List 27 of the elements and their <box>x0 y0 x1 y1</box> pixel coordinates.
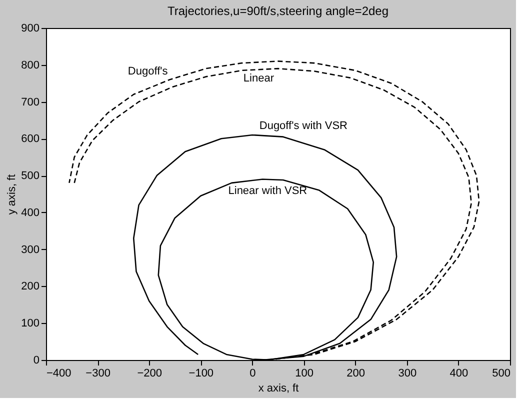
y-tick-label: 600 <box>21 133 40 146</box>
y-tick-label: 500 <box>21 170 40 182</box>
x-tick-label: 500 <box>492 368 510 380</box>
y-tick-label: 400 <box>21 206 40 219</box>
y-tick-label: 700 <box>21 96 40 108</box>
x-tick-label: −200 <box>137 368 162 380</box>
chart-title: Trajectories,u=90ft/s,steering angle=2deg <box>167 4 389 18</box>
y-tick-label: 100 <box>21 318 40 330</box>
x-tick-label: 300 <box>398 368 417 380</box>
x-tick-label: −300 <box>86 368 110 380</box>
x-tick-label: −400 <box>46 368 72 380</box>
y-axis-title: y axis, ft <box>6 174 18 215</box>
annotation: Dugoff's <box>128 66 168 78</box>
x-axis-title: x axis, ft <box>258 382 299 394</box>
annotation: Linear <box>243 72 274 85</box>
y-tick-label: 900 <box>21 22 40 34</box>
annotation: Dugoff's with VSR <box>259 120 348 132</box>
y-tick-label: 0 <box>33 354 40 366</box>
y-tick-label: 300 <box>21 244 40 256</box>
x-tick-label: 400 <box>450 368 468 380</box>
y-tick-label: 200 <box>21 280 40 293</box>
x-tick-label: 0 <box>250 368 256 380</box>
annotation: Linear with VSR <box>228 185 308 198</box>
x-tick-label: −100 <box>188 368 214 380</box>
x-tick-label: 200 <box>346 368 366 380</box>
x-tick-label: 100 <box>295 368 314 380</box>
y-tick-label: 800 <box>21 59 40 72</box>
